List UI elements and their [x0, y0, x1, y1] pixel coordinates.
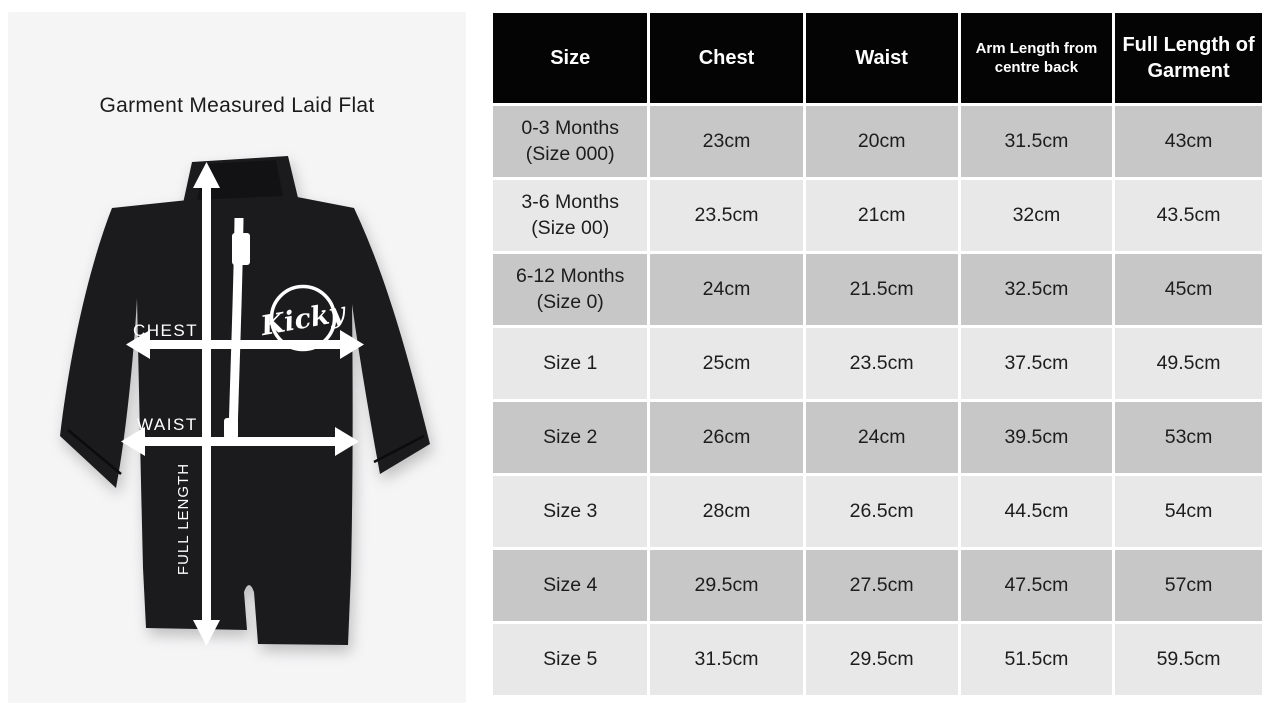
table-cell: 29.5cm: [805, 624, 958, 695]
table-cell: 0-3 Months (Size 000): [493, 106, 648, 177]
table-cell: 53cm: [1115, 402, 1262, 473]
table-cell: 28cm: [650, 476, 803, 547]
table-cell: 44.5cm: [960, 476, 1113, 547]
table-cell: 32cm: [960, 180, 1113, 251]
table-cell: 43.5cm: [1115, 180, 1262, 251]
table-cell: 59.5cm: [1115, 624, 1262, 695]
table-cell: 25cm: [650, 328, 803, 399]
table-cell: 20cm: [805, 106, 958, 177]
full-length-label: FULL LENGTH: [175, 463, 192, 575]
table-cell: 23.5cm: [650, 180, 803, 251]
table-cell: 27.5cm: [805, 550, 958, 621]
table-cell: 32.5cm: [960, 254, 1113, 325]
table-cell: 26cm: [650, 402, 803, 473]
size-table-header: Size Chest Waist Arm Length from centre …: [493, 13, 1262, 103]
column-header-waist: Waist: [805, 13, 958, 103]
table-cell: 31.5cm: [960, 106, 1113, 177]
table-row: Size 5 31.5cm 29.5cm 51.5cm 59.5cm: [493, 624, 1262, 695]
chest-label: CHEST: [133, 321, 198, 340]
table-row: Size 4 29.5cm 27.5cm 47.5cm 57cm: [493, 550, 1262, 621]
table-row: Size 3 28cm 26.5cm 44.5cm 54cm: [493, 476, 1262, 547]
page-title: Garment Measured Laid Flat: [99, 94, 375, 117]
column-header-full-length: Full Length of Garment: [1115, 13, 1262, 103]
chest-arrow-icon: [126, 330, 364, 359]
waist-label: WAIST: [137, 415, 198, 434]
table-cell: Size 1: [493, 328, 648, 399]
table-cell: 26.5cm: [805, 476, 958, 547]
column-header-chest: Chest: [650, 13, 803, 103]
table-cell: 39.5cm: [960, 402, 1113, 473]
size-chart-table: Size Chest Waist Arm Length from centre …: [490, 10, 1265, 698]
column-header-arm-length: Arm Length from centre back: [960, 13, 1113, 103]
garment-panel: Kicky CHEST WAIST FU: [8, 12, 466, 703]
garment-illustration: Kicky CHEST WAIST FU: [60, 156, 430, 646]
table-row: Size 1 25cm 23.5cm 37.5cm 49.5cm: [493, 328, 1262, 399]
table-cell: 57cm: [1115, 550, 1262, 621]
table-cell: 51.5cm: [960, 624, 1113, 695]
table-cell: 23.5cm: [805, 328, 958, 399]
table-cell: 3-6 Months (Size 00): [493, 180, 648, 251]
table-cell: 37.5cm: [960, 328, 1113, 399]
table-cell: 43cm: [1115, 106, 1262, 177]
table-cell: 21.5cm: [805, 254, 958, 325]
table-cell: Size 3: [493, 476, 648, 547]
table-cell: 23cm: [650, 106, 803, 177]
table-cell: 45cm: [1115, 254, 1262, 325]
table-row: 3-6 Months (Size 00) 23.5cm 21cm 32cm 43.5cm: [493, 180, 1262, 251]
table-cell: 6-12 Months (Size 0): [493, 254, 648, 325]
column-header-size: Size: [493, 13, 648, 103]
table-cell: 54cm: [1115, 476, 1262, 547]
garment-silhouette-icon: [60, 156, 430, 645]
table-cell: 49.5cm: [1115, 328, 1262, 399]
table-row: 6-12 Months (Size 0) 24cm 21.5cm 32.5cm 45cm: [493, 254, 1262, 325]
table-cell: 47.5cm: [960, 550, 1113, 621]
table-row: 0-3 Months (Size 000) 23cm 20cm 31.5cm 43cm: [493, 106, 1262, 177]
table-cell: 29.5cm: [650, 550, 803, 621]
table-cell: 21cm: [805, 180, 958, 251]
waist-arrow-icon: [121, 427, 359, 456]
table-row: Size 2 26cm 24cm 39.5cm 53cm: [493, 402, 1262, 473]
table-cell: 31.5cm: [650, 624, 803, 695]
table-cell: Size 4: [493, 550, 648, 621]
size-table-body: 0-3 Months (Size 000) 23cm 20cm 31.5cm 43cm 3…: [493, 106, 1262, 695]
table-cell: 24cm: [650, 254, 803, 325]
table-cell: 24cm: [805, 402, 958, 473]
full-length-arrow-icon: [193, 162, 220, 646]
table-cell: Size 5: [493, 624, 648, 695]
table-cell: Size 2: [493, 402, 648, 473]
zipper-icon: [224, 217, 250, 439]
